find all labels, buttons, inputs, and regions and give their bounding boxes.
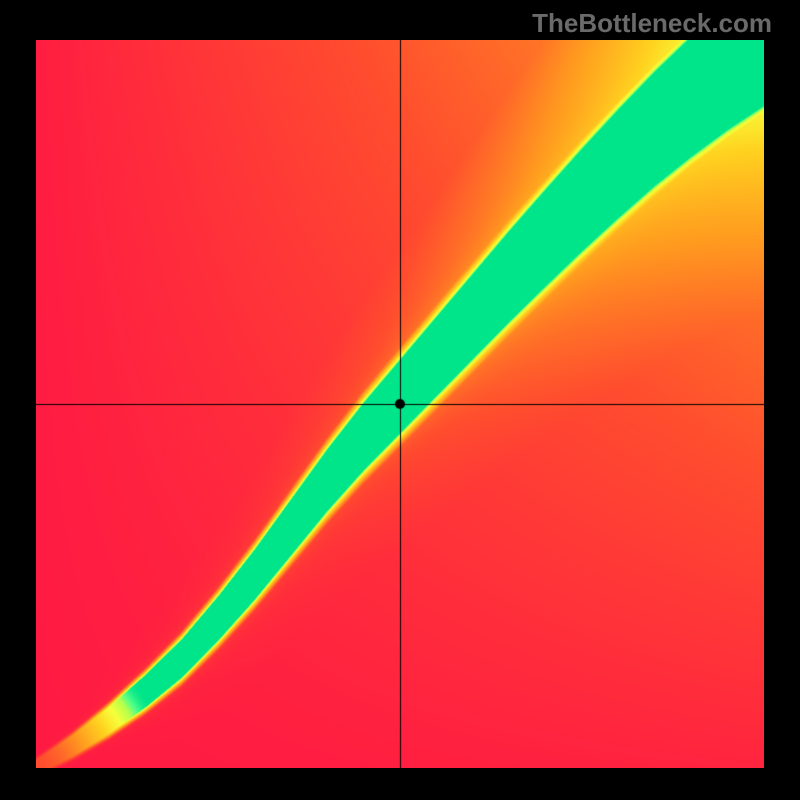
watermark-text: TheBottleneck.com [532,8,772,39]
bottleneck-heatmap [36,40,764,768]
chart-container: TheBottleneck.com [0,0,800,800]
